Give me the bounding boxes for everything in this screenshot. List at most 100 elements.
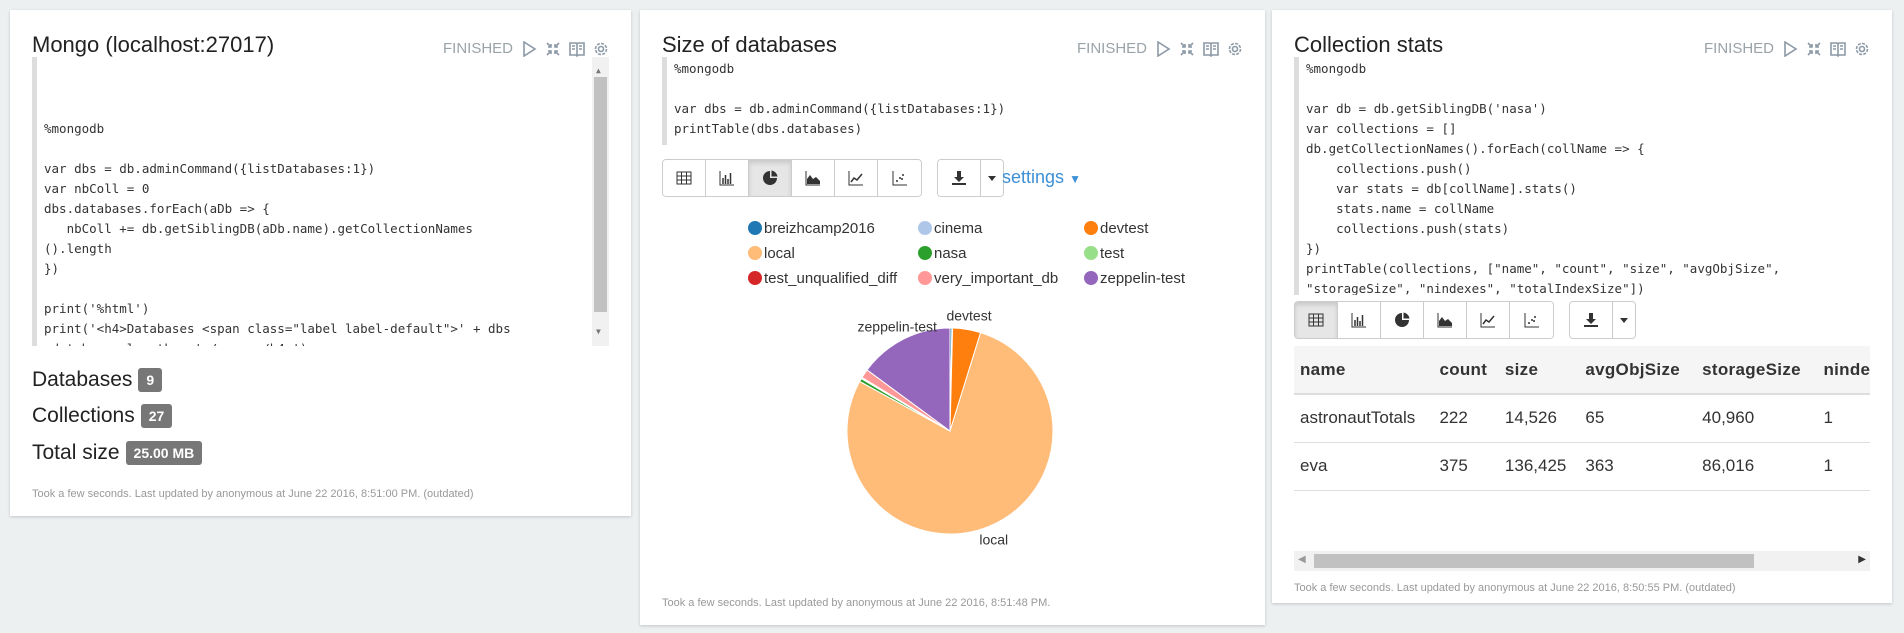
visualization-buttons <box>1294 301 1554 339</box>
column-header[interactable]: storageSize <box>1696 346 1818 395</box>
viz-pie-chart-button[interactable] <box>1381 302 1424 338</box>
collapse-icon[interactable] <box>1179 41 1195 57</box>
legend-item[interactable]: nasa <box>918 243 1084 263</box>
paragraph-size-of-databases: Size of databases FINISHED %mongodb var d… <box>640 10 1265 625</box>
code-line: printTable(dbs.databases) <box>674 121 863 136</box>
viz-scatter-chart-button[interactable] <box>1510 302 1553 338</box>
result-badge: 9 <box>138 368 163 392</box>
paragraph-title[interactable]: Collection stats <box>1294 32 1444 57</box>
code-line: "storageSize", "nindexes", "totalIndexSi… <box>1306 281 1645 295</box>
column-header[interactable]: nindexes <box>1817 346 1870 395</box>
paragraph-title[interactable]: Size of databases <box>662 32 837 57</box>
scatter-chart-icon <box>1524 313 1539 328</box>
viz-line-chart-button[interactable] <box>835 160 878 196</box>
pie-chart-icon <box>1395 312 1410 327</box>
code-scrollbar[interactable]: ▲ ▼ <box>592 57 609 346</box>
column-header[interactable]: name <box>1294 346 1434 395</box>
status-label: FINISHED <box>1703 40 1774 57</box>
download-group <box>1569 301 1636 339</box>
gear-icon[interactable] <box>1227 41 1243 57</box>
paragraph-controls: FINISHED <box>1704 40 1870 57</box>
legend-item[interactable]: very_important_db <box>918 268 1084 288</box>
gear-icon[interactable] <box>1854 41 1870 57</box>
legend-label: cinema <box>934 219 983 237</box>
result-label: Total size <box>32 441 120 464</box>
book-icon[interactable] <box>569 41 585 57</box>
line-chart-icon <box>1480 313 1495 328</box>
legend-dot-icon <box>748 271 762 285</box>
table-cell: 86,016 <box>1696 442 1818 491</box>
download-button[interactable] <box>1570 302 1613 338</box>
book-icon[interactable] <box>1203 41 1219 57</box>
download-dropdown[interactable] <box>1613 302 1635 338</box>
code-editor[interactable]: ▲ ▼ %mongodb var dbs = db.adminCommand({li… <box>32 57 609 346</box>
legend-label: very_important_db <box>934 269 1059 287</box>
viz-table-button[interactable] <box>663 160 706 196</box>
legend-item[interactable]: zeppelin-test <box>1084 268 1234 288</box>
download-dropdown[interactable] <box>981 160 1003 196</box>
bar-chart-icon <box>1351 313 1366 328</box>
paragraph-footer: Took a few seconds. Last updated by anon… <box>32 488 474 500</box>
viz-scatter-chart-button[interactable] <box>878 160 921 196</box>
line-chart-icon <box>848 171 863 186</box>
table-cell: astronautTotals <box>1294 394 1434 443</box>
viz-line-chart-button[interactable] <box>1467 302 1510 338</box>
table-horizontal-scrollbar[interactable]: ◀ ▶ <box>1294 551 1870 571</box>
scroll-right-icon[interactable]: ▶ <box>1858 554 1866 565</box>
run-icon[interactable] <box>521 40 537 57</box>
code-line: var stats = db[collName].stats() <box>1306 181 1577 196</box>
viz-pie-chart-button[interactable] <box>749 160 792 196</box>
code-line: var dbs = db.adminCommand({listDatabases… <box>674 101 1006 116</box>
download-icon <box>1584 313 1598 327</box>
run-icon[interactable] <box>1155 40 1171 57</box>
scroll-left-icon[interactable]: ◀ <box>1298 554 1306 565</box>
paragraph-title[interactable]: Mongo (localhost:27017) <box>32 32 275 57</box>
legend-item[interactable]: test_unqualified_diff <box>748 268 918 288</box>
download-button[interactable] <box>938 160 981 196</box>
result-total-size: Total size 25.00 MB <box>32 441 203 465</box>
code-line: print('<h4>Databases <span class="label … <box>44 321 511 336</box>
viz-area-chart-button[interactable] <box>792 160 835 196</box>
results-table: namecountsizeavgObjSizestorageSizenindex… <box>1294 346 1870 491</box>
legend-label: zeppelin-test <box>1100 269 1186 287</box>
table-cell: 363 <box>1579 442 1697 491</box>
table-icon <box>1308 313 1324 327</box>
column-header[interactable]: size <box>1498 346 1580 395</box>
collapse-icon[interactable] <box>545 41 561 57</box>
table-cell: 65 <box>1579 394 1697 443</box>
gear-icon[interactable] <box>593 41 609 57</box>
legend-dot-icon <box>1084 271 1098 285</box>
column-header[interactable]: avgObjSize <box>1579 346 1697 395</box>
table-cell: 40,960 <box>1696 394 1818 443</box>
legend-item[interactable]: cinema <box>918 218 1084 238</box>
result-collections: Collections 27 <box>32 404 173 428</box>
download-group <box>937 159 1004 197</box>
legend-label: nasa <box>934 244 967 262</box>
legend-item[interactable]: local <box>748 243 918 263</box>
code-line: .databases.length + '</span></h4>') <box>44 339 589 346</box>
paragraph-collection-stats: Collection stats FINISHED %mongodb var db… <box>1272 10 1892 603</box>
legend-dot-icon <box>1084 221 1098 235</box>
legend-dot-icon <box>748 246 762 260</box>
legend-item[interactable]: test <box>1084 243 1234 263</box>
legend-item[interactable]: devtest <box>1084 218 1234 238</box>
viz-bar-chart-button[interactable] <box>1338 302 1381 338</box>
column-header[interactable]: count <box>1433 346 1499 395</box>
paragraph-mongo: Mongo (localhost:27017) FINISHED ▲ ▼ %mon… <box>10 10 631 516</box>
result-databases: Databases 9 <box>32 368 163 392</box>
code-editor[interactable]: %mongodb var dbs = db.adminCommand({listD… <box>662 57 1243 145</box>
code-line: dbs.databases.forEach(aDb => { <box>44 201 270 216</box>
result-label: Databases <box>32 368 133 391</box>
collapse-icon[interactable] <box>1806 41 1822 57</box>
run-icon[interactable] <box>1782 40 1798 57</box>
book-icon[interactable] <box>1830 41 1846 57</box>
legend-item[interactable]: breizhcamp2016 <box>748 218 918 238</box>
code-editor[interactable]: %mongodb var db = db.getSiblingDB('nasa')… <box>1294 57 1870 295</box>
code-line: }) <box>44 261 60 276</box>
code-line: nbColl += db.getSiblingDB(aDb.name).getC… <box>44 221 473 236</box>
settings-dropdown[interactable]: settings ▼ <box>1002 167 1081 188</box>
caret-down-icon <box>1620 318 1628 323</box>
viz-table-button[interactable] <box>1295 302 1338 338</box>
viz-bar-chart-button[interactable] <box>706 160 749 196</box>
viz-area-chart-button[interactable] <box>1424 302 1467 338</box>
